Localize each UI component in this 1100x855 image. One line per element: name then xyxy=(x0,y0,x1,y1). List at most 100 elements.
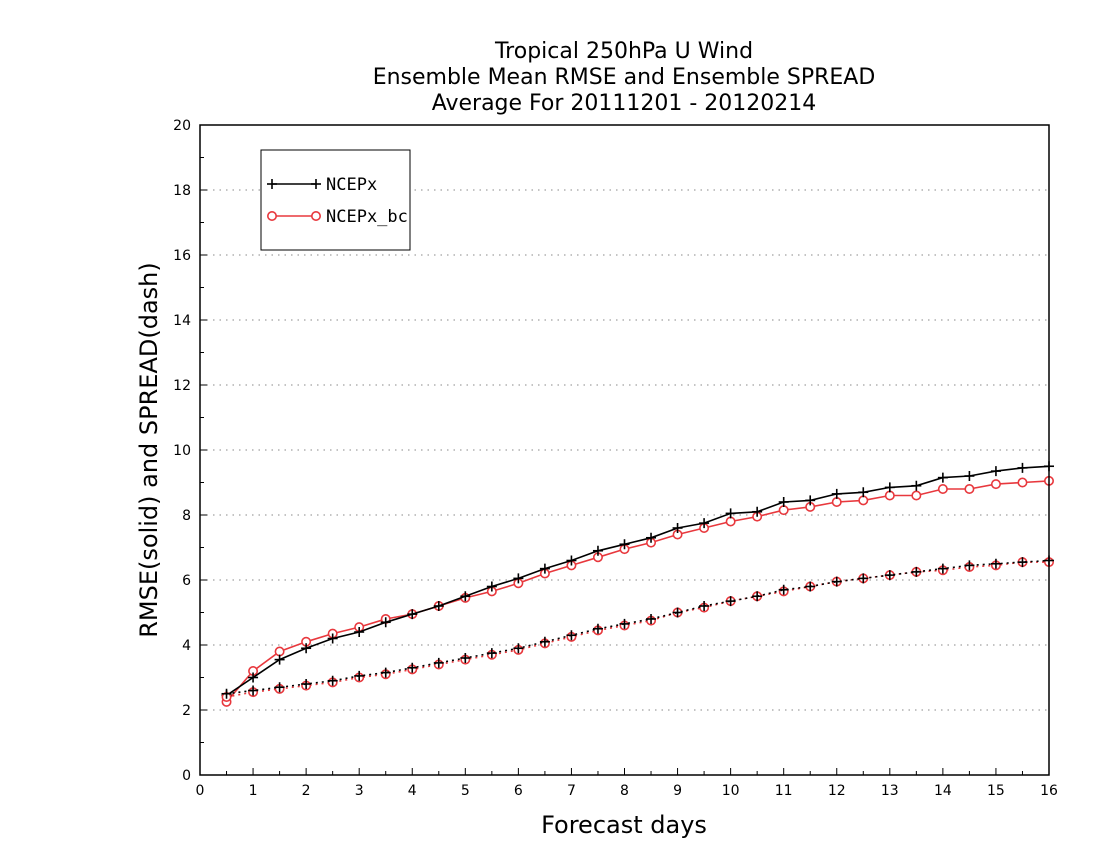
chart-title-line: Ensemble Mean RMSE and Ensemble SPREAD xyxy=(373,65,876,90)
x-tick-label: 13 xyxy=(881,783,899,799)
data-point xyxy=(327,675,338,686)
data-point xyxy=(937,563,948,574)
data-point xyxy=(486,581,497,592)
data-point xyxy=(619,618,630,629)
series-line xyxy=(225,480,1050,703)
data-point xyxy=(884,490,895,501)
x-tick-label: 0 xyxy=(196,783,205,799)
data-point xyxy=(911,566,922,577)
data-point xyxy=(1017,477,1028,488)
y-tick-label: 6 xyxy=(182,573,191,589)
data-point xyxy=(539,563,550,574)
data-point xyxy=(248,685,259,696)
data-point xyxy=(672,523,683,533)
data-point xyxy=(884,570,895,581)
data-point xyxy=(699,518,710,529)
chart-title-line: Average For 20111201 - 20120214 xyxy=(432,91,817,116)
data-point xyxy=(646,532,657,543)
data-point xyxy=(831,496,842,507)
y-tick-label: 12 xyxy=(173,378,191,394)
data-point xyxy=(964,471,975,481)
legend-marker-start xyxy=(266,211,277,222)
data-point xyxy=(301,679,312,689)
data-point xyxy=(672,607,683,618)
x-tick-label: 2 xyxy=(302,783,311,799)
data-point xyxy=(513,573,524,584)
data-point xyxy=(805,581,816,592)
data-point xyxy=(301,643,312,654)
data-point xyxy=(486,648,497,659)
y-axis-label: RMSE(solid) and SPREAD(dash) xyxy=(135,262,163,638)
data-point xyxy=(937,483,948,494)
data-point xyxy=(911,480,922,491)
x-tick-label: 3 xyxy=(355,783,364,799)
series-line xyxy=(226,465,1050,697)
data-point xyxy=(1017,557,1028,568)
y-tick-label: 20 xyxy=(173,118,191,134)
x-tick-label: 14 xyxy=(934,783,952,799)
x-tick-label: 15 xyxy=(987,783,1005,799)
legend-marker-end xyxy=(311,179,321,189)
data-point xyxy=(778,584,789,595)
data-point xyxy=(964,483,975,494)
data-point xyxy=(858,573,869,584)
data-point xyxy=(778,497,789,507)
data-point xyxy=(274,654,285,665)
legend: NCEPx NCEPx_bc xyxy=(260,149,411,251)
data-point xyxy=(380,667,391,678)
data-point xyxy=(274,646,285,657)
y-tick-label: 10 xyxy=(173,443,191,459)
x-tick-label: 6 xyxy=(514,783,523,799)
data-point xyxy=(752,506,763,517)
series-ncepx-solid xyxy=(221,461,1054,701)
grid-lines xyxy=(200,189,1049,711)
y-tick-label: 2 xyxy=(182,703,191,719)
data-point xyxy=(646,614,657,624)
data-point xyxy=(619,539,630,550)
y-tick-label: 14 xyxy=(173,313,191,329)
data-point xyxy=(407,609,418,620)
x-tick-label: 8 xyxy=(620,783,629,799)
data-point xyxy=(566,630,577,641)
series-ncepx-bc-solid xyxy=(221,475,1055,707)
data-point xyxy=(884,482,895,493)
data-point xyxy=(699,601,710,611)
data-point xyxy=(805,495,816,506)
legend-box xyxy=(260,149,411,251)
data-point xyxy=(752,591,763,602)
data-point xyxy=(831,488,842,499)
data-point xyxy=(354,627,365,637)
x-tick-label: 7 xyxy=(567,783,576,799)
x-tick-label: 9 xyxy=(673,783,682,799)
data-point xyxy=(937,472,948,483)
data-point xyxy=(725,516,736,527)
legend-marker-start xyxy=(267,179,277,189)
data-point xyxy=(248,672,259,683)
data-point xyxy=(1017,462,1028,473)
data-point xyxy=(221,688,232,699)
data-point xyxy=(964,560,975,571)
x-tick-label: 1 xyxy=(249,783,258,799)
y-tick-label: 0 xyxy=(182,768,191,784)
chart-title-line: Tropical 250hPa U Wind xyxy=(494,39,753,64)
x-tick-label: 4 xyxy=(408,783,417,799)
axis-ticks: 0 1 2 3 4 5 6 7 8 9 10 11 12 13 14 15 160246810121416182… xyxy=(173,118,1058,799)
series-group xyxy=(221,461,1055,707)
legend-item: NCEPx_bc xyxy=(266,207,408,227)
data-point xyxy=(433,657,444,668)
data-point xyxy=(460,591,471,602)
data-point xyxy=(990,466,1001,477)
data-point xyxy=(407,662,418,673)
data-point xyxy=(433,601,444,611)
data-point xyxy=(990,479,1001,490)
y-tick-label: 8 xyxy=(182,508,191,524)
data-point xyxy=(539,636,550,647)
data-point xyxy=(380,617,391,628)
x-tick-label: 11 xyxy=(775,783,793,799)
series-ncepx-dotted xyxy=(221,555,1054,699)
data-point xyxy=(725,596,736,607)
data-point xyxy=(858,487,869,498)
